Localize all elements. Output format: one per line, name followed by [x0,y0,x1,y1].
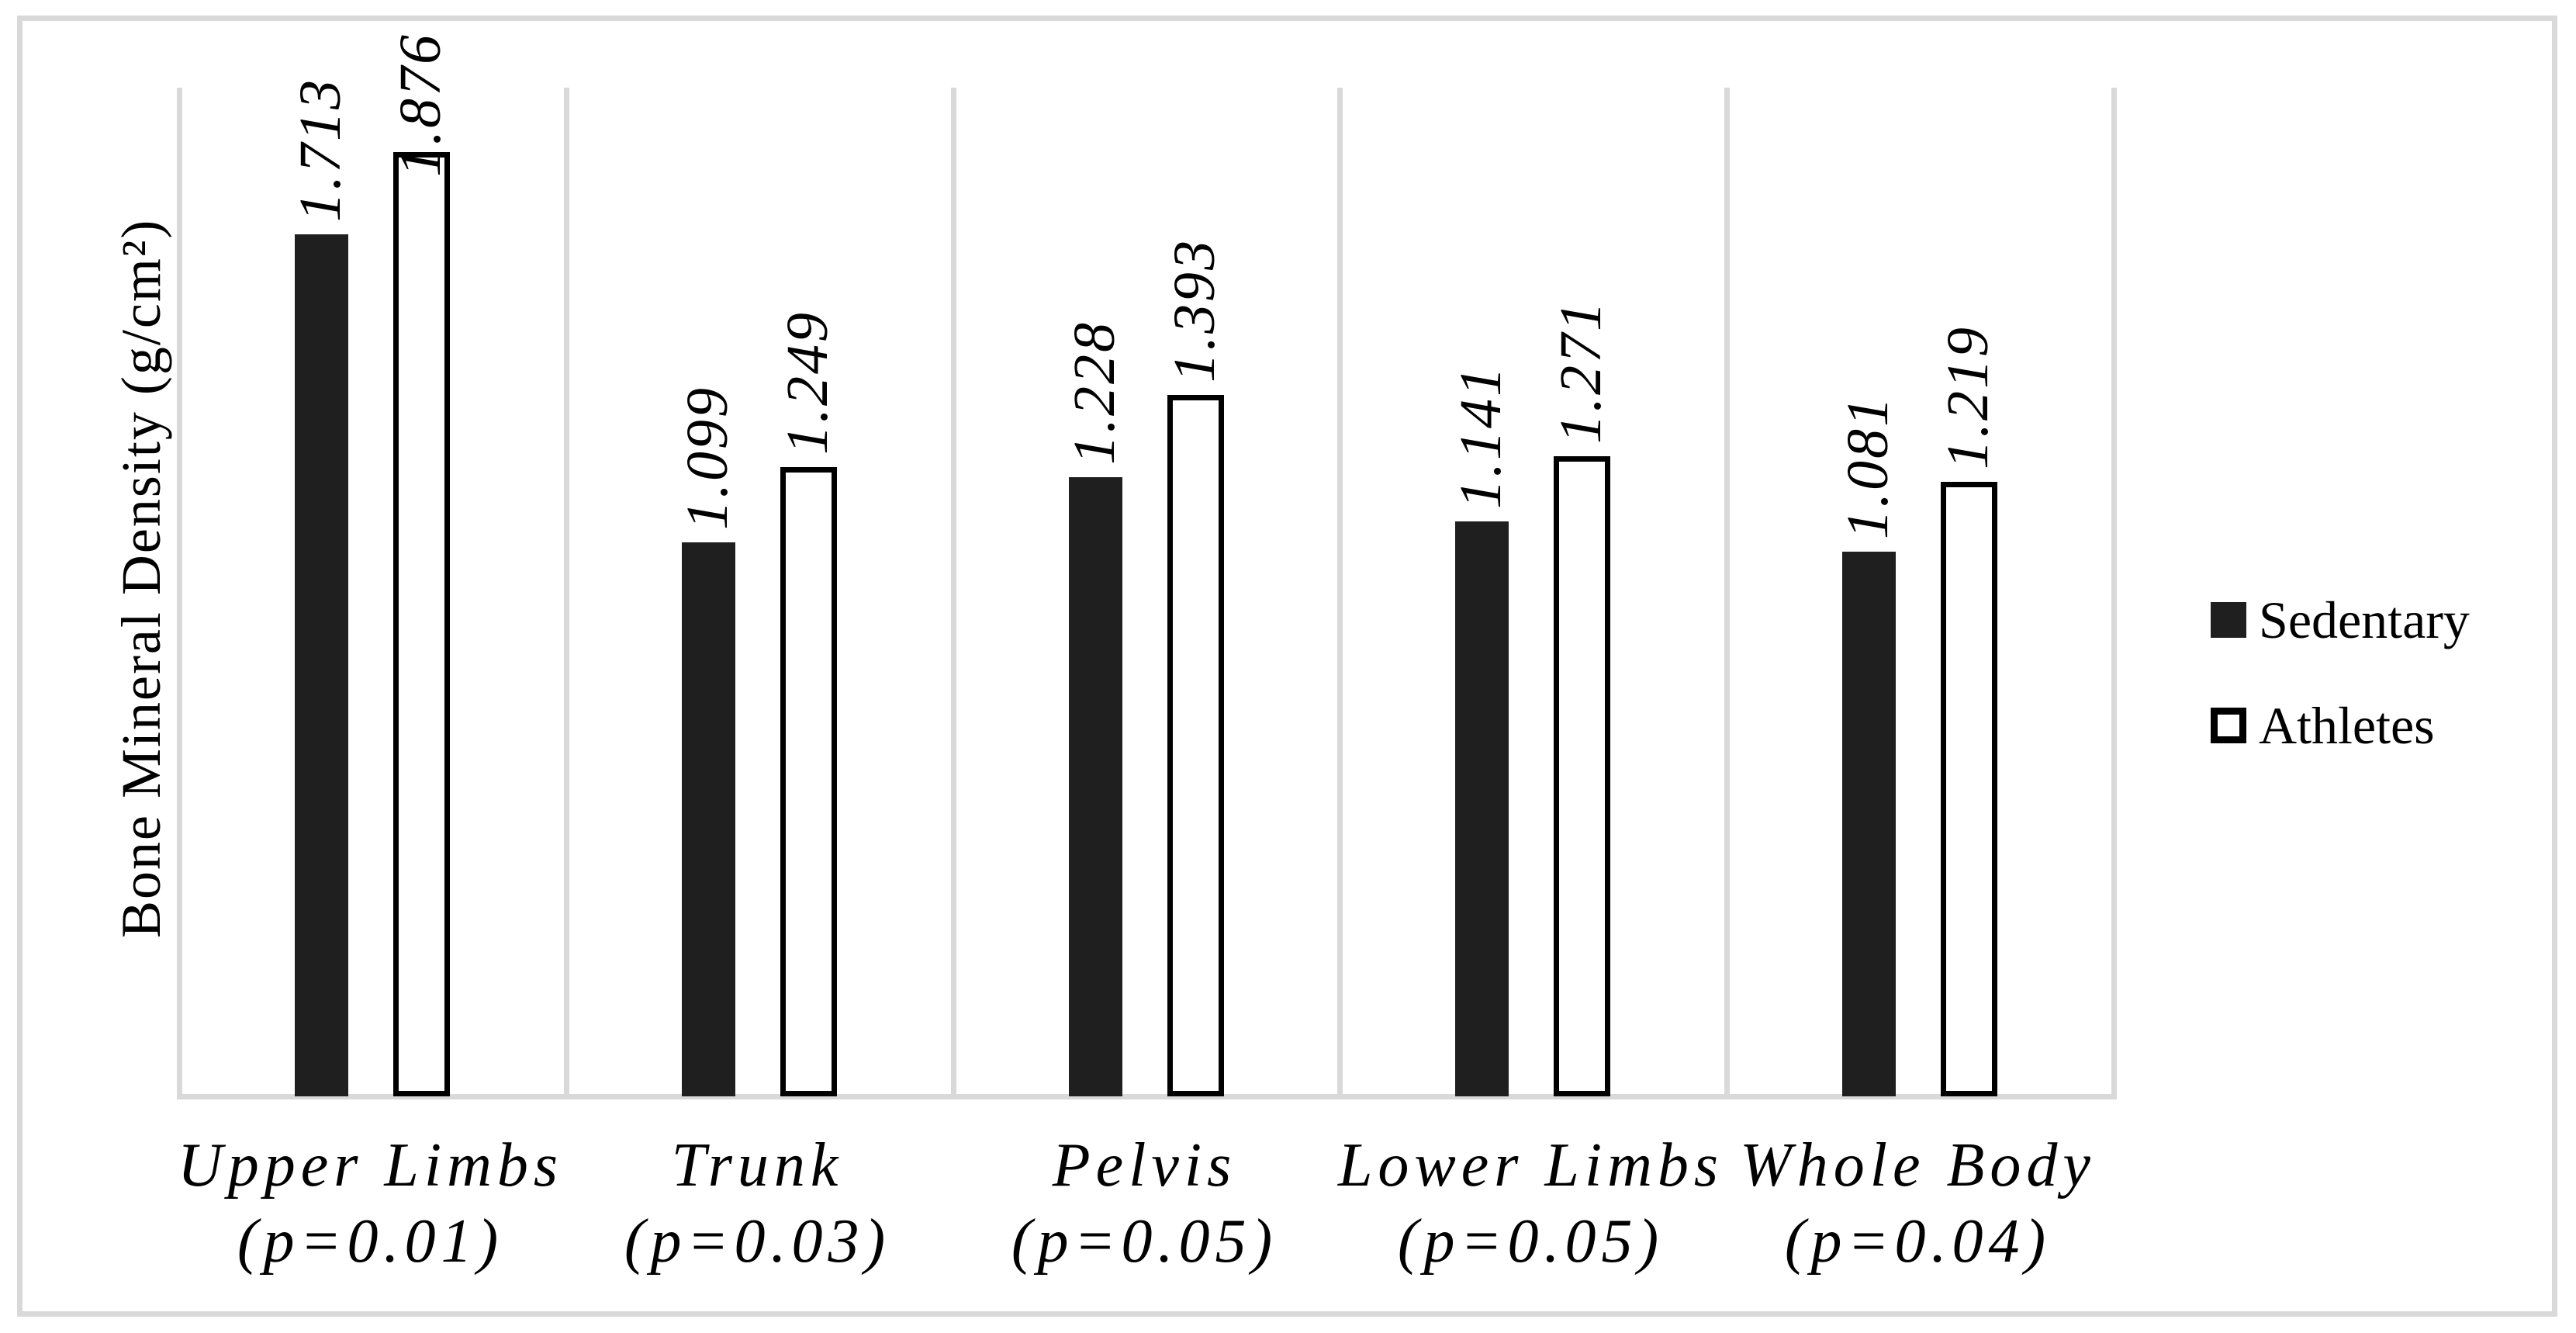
value-label-sedentary-upper-limbs: 1.713 [288,78,353,222]
category-separator-line [177,88,182,1099]
category-p-value: (p=0.05) [1011,1207,1278,1276]
bar-sedentary-whole-body [1842,552,1896,1096]
value-label-athletes-lower-limbs: 1.271 [1548,299,1613,444]
bar-sedentary-upper-limbs [295,234,348,1096]
category-label-trunk: Trunk (p=0.03) [564,1133,951,1274]
bar-athletes-trunk [780,467,837,1096]
value-label-athletes-trunk: 1.249 [775,310,840,455]
bar-sedentary-lower-limbs [1455,521,1509,1096]
category-label-upper-limbs: Upper Limbs (p=0.01) [177,1133,564,1274]
category-separator-line [1337,88,1343,1099]
bar-athletes-pelvis [1167,395,1224,1096]
athletes-swatch-icon [2211,708,2246,743]
category-separator-line [564,88,569,1099]
legend-label-sedentary: Sedentary [2259,590,2470,649]
bar-athletes-whole-body [1941,482,1997,1096]
category-separator-line [2111,88,2117,1099]
y-axis-title: Bone Mineral Density (g/cm²) [110,218,172,938]
bar-athletes-lower-limbs [1554,456,1610,1096]
category-separator-line [951,88,956,1099]
bar-sedentary-trunk [682,542,735,1096]
category-separator-line [1724,88,1730,1099]
value-label-sedentary-lower-limbs: 1.141 [1448,365,1513,509]
category-name: Lower Limbs [1337,1131,1724,1200]
x-axis-line [177,1094,2117,1099]
category-label-pelvis: Pelvis (p=0.05) [951,1133,1338,1274]
sedentary-swatch-icon [2211,602,2246,638]
value-label-athletes-whole-body: 1.219 [1935,325,2000,469]
value-label-athletes-pelvis: 1.393 [1162,238,1227,383]
value-label-sedentary-pelvis: 1.228 [1062,320,1127,465]
value-label-sedentary-whole-body: 1.081 [1835,395,1900,539]
legend-item-athletes: Athletes [2211,699,2435,752]
category-label-lower-limbs: Lower Limbs (p=0.05) [1337,1133,1724,1274]
category-name: Whole Body [1740,1131,2096,1200]
value-label-athletes-upper-limbs: 1.876 [388,33,453,177]
category-p-value: (p=0.03) [624,1207,891,1276]
legend-item-sedentary: Sedentary [2211,594,2470,646]
figure-border [17,16,2557,1317]
category-name: Upper Limbs [177,1131,564,1200]
bar-sedentary-pelvis [1069,477,1122,1096]
legend-label-athletes: Athletes [2259,696,2435,755]
category-p-value: (p=0.04) [1784,1207,2052,1276]
bar-athletes-upper-limbs [393,152,450,1096]
category-name: Pelvis [1052,1131,1237,1200]
category-p-value: (p=0.05) [1397,1207,1665,1276]
category-label-whole-body: Whole Body (p=0.04) [1724,1133,2111,1274]
category-name: Trunk [671,1131,844,1200]
value-label-sedentary-trunk: 1.099 [675,386,740,530]
category-p-value: (p=0.01) [237,1207,504,1276]
